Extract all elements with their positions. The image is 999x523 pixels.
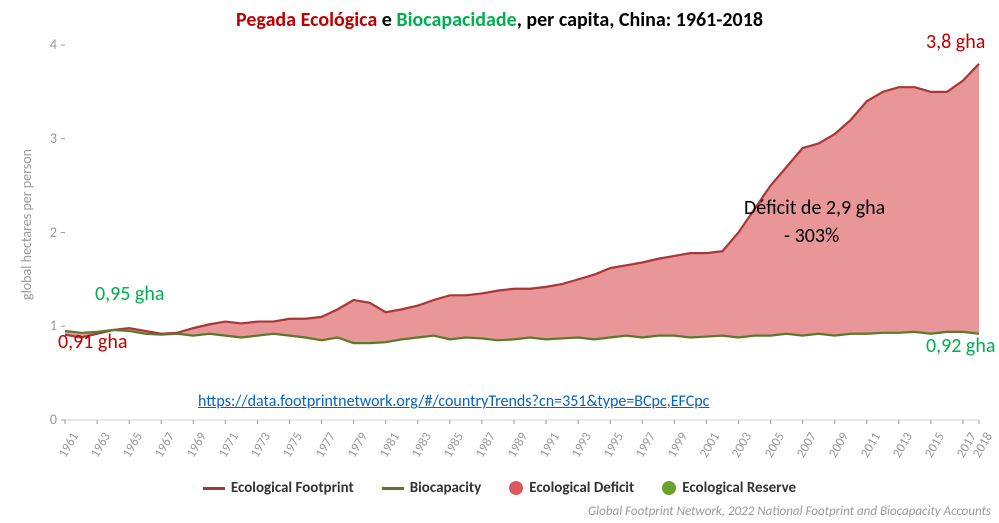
annotation-deficit-line2: - 303% xyxy=(784,224,839,248)
legend-label-reserve: Ecological Reserve xyxy=(682,479,796,497)
legend-item-footprint: Ecological Footprint xyxy=(203,479,354,497)
ecological-chart xyxy=(0,0,999,523)
annotation-end-footprint: 3,8 gha xyxy=(926,30,985,54)
annotation-end-biocap: 0,92 gha xyxy=(926,334,995,358)
annotation-start-biocap: 0,95 gha xyxy=(95,282,164,306)
y-tick-label: 0 xyxy=(27,411,57,428)
annotation-start-footprint: 0,91 gha xyxy=(58,330,127,354)
legend-item-reserve: Ecological Reserve xyxy=(662,479,796,497)
y-tick-label: 3 xyxy=(27,130,57,147)
y-tick-label: 4 xyxy=(27,36,57,53)
legend-item-deficit: Ecological Deficit xyxy=(509,479,634,497)
legend-swatch-reserve xyxy=(662,481,676,495)
source-attribution: Global Footprint Network, 2022 National … xyxy=(588,504,991,519)
annotation-deficit-line1: Déficit de 2,9 gha xyxy=(744,196,885,220)
source-link[interactable]: https://data.footprintnetwork.org/#/coun… xyxy=(198,392,709,411)
legend-item-biocapacity: Biocapacity xyxy=(382,479,481,497)
legend-swatch-deficit xyxy=(509,481,523,495)
legend-label-deficit: Ecological Deficit xyxy=(529,479,634,497)
legend-swatch-footprint xyxy=(203,487,225,490)
y-tick-label: 2 xyxy=(27,224,57,241)
legend-label-biocapacity: Biocapacity xyxy=(410,479,481,497)
y-tick-label: 1 xyxy=(27,317,57,334)
chart-legend: Ecological Footprint Biocapacity Ecologi… xyxy=(0,479,999,497)
legend-swatch-biocapacity xyxy=(382,487,404,490)
legend-label-footprint: Ecological Footprint xyxy=(231,479,354,497)
